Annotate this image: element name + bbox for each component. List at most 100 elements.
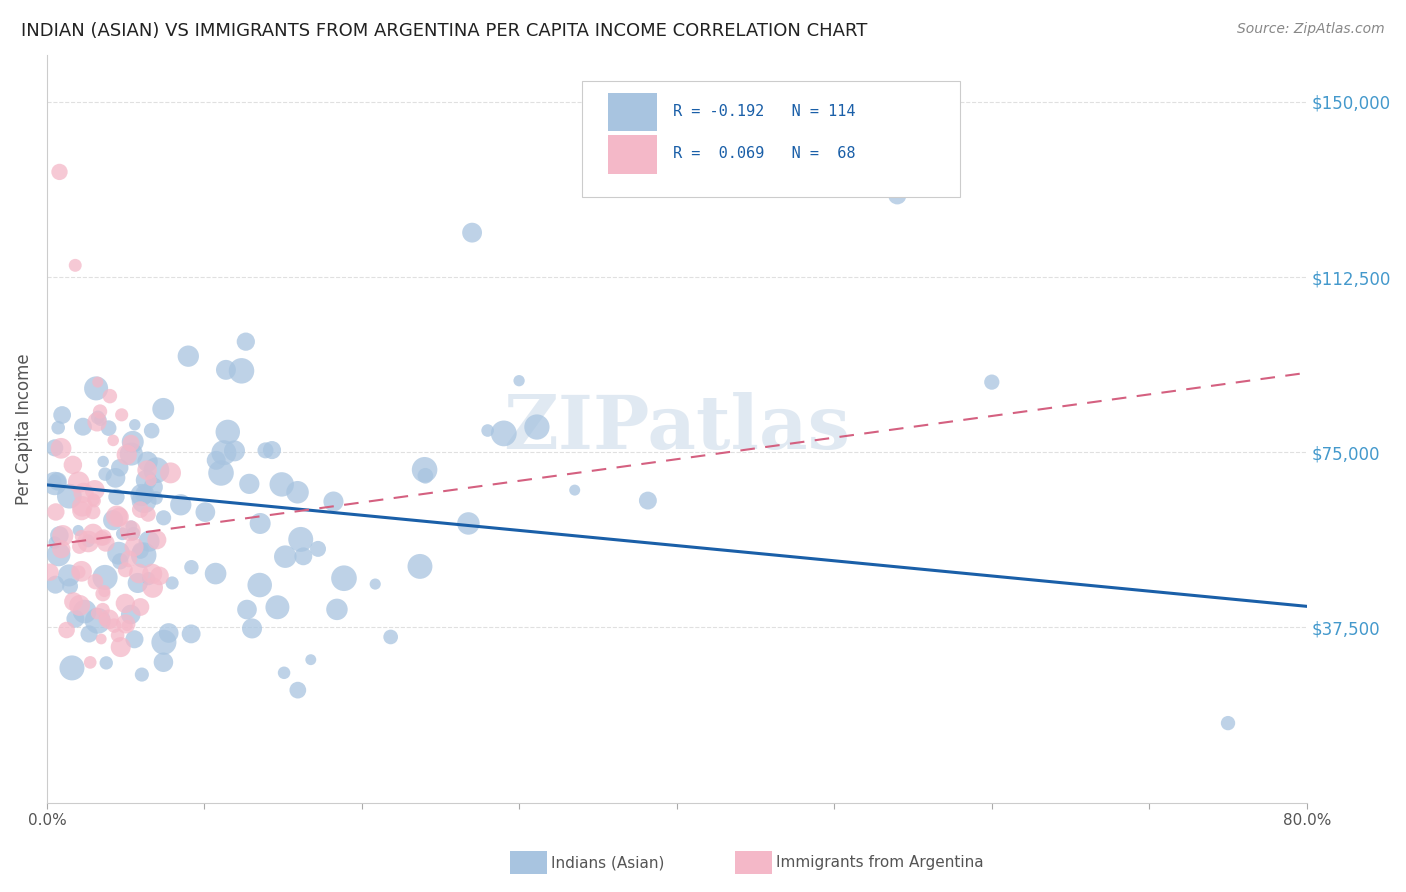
Point [886,188,908,202]
Point [89,413,111,427]
Point [148,569,170,583]
Point [84,574,107,589]
Point [236,602,259,616]
Point [122,526,145,541]
Point [98,389,121,403]
Point [157,626,180,640]
Point [299,653,322,667]
Text: INDIAN (ASIAN) VS IMMIGRANTS FROM ARGENTINA PER CAPITA INCOME CORRELATION CHART: INDIAN (ASIAN) VS IMMIGRANTS FROM ARGENT… [21,22,868,40]
Point [108,460,131,475]
Point [215,363,238,377]
Point [72,486,94,500]
Point [86,415,108,429]
Point [93,531,115,545]
Text: Indians (Asian): Indians (Asian) [551,855,665,870]
Point [249,578,271,592]
Point [44,577,66,591]
Point [129,599,152,614]
Point [132,493,155,508]
Point [120,447,142,461]
Point [326,602,349,616]
Point [94,467,117,482]
Point [122,540,145,554]
Point [118,551,141,566]
Point [90,531,112,545]
Point [141,424,163,438]
Point [152,511,174,525]
Point [46,420,69,434]
Point [51,542,73,557]
Point [138,572,160,586]
Point [120,436,142,450]
Point [231,364,253,378]
Point [322,494,344,508]
Point [121,434,143,449]
Point [212,446,235,460]
Point [52,529,75,543]
Point [235,334,257,349]
Point [103,618,125,632]
Text: R = -0.192   N = 114: R = -0.192 N = 114 [673,103,855,119]
Point [62,594,84,608]
Point [307,541,329,556]
Point [134,487,156,501]
Point [89,404,111,418]
Point [142,480,165,494]
Point [44,476,66,491]
Point [46,475,69,489]
Point [96,656,118,670]
Point [108,510,131,524]
Point [48,165,70,179]
Point [84,381,107,395]
Point [83,494,105,508]
Point [526,420,548,434]
Point [111,408,134,422]
Point [152,401,174,416]
Point [146,533,169,547]
Point [141,566,163,581]
Point [274,549,297,564]
Point [152,655,174,669]
Point [266,600,288,615]
Point [254,443,277,458]
Point [194,505,217,519]
Point [107,628,129,642]
Point [153,635,176,649]
Point [104,471,127,485]
Point [492,426,515,441]
Point [67,524,90,538]
Point [45,505,67,519]
Point [48,528,70,542]
Point [270,477,292,491]
Point [217,425,239,439]
Point [70,564,93,578]
Point [224,443,246,458]
Point [135,473,157,487]
Point [67,565,90,579]
Point [97,421,120,435]
Point [131,667,153,681]
Point [273,665,295,680]
Point [70,504,93,518]
Point [129,502,152,516]
Point [180,560,202,574]
Point [159,466,181,480]
Point [105,490,128,504]
Point [136,455,159,469]
Point [114,596,136,610]
Point [114,616,136,631]
Point [290,533,312,547]
Point [86,607,108,621]
Point [60,661,83,675]
Point [58,489,80,503]
Point [136,507,159,521]
Point [62,458,84,472]
Point [69,599,91,613]
Point [413,463,436,477]
Point [65,258,87,272]
Point [110,640,132,654]
FancyBboxPatch shape [607,93,657,131]
Point [170,498,193,512]
Point [115,618,138,632]
Point [477,424,499,438]
